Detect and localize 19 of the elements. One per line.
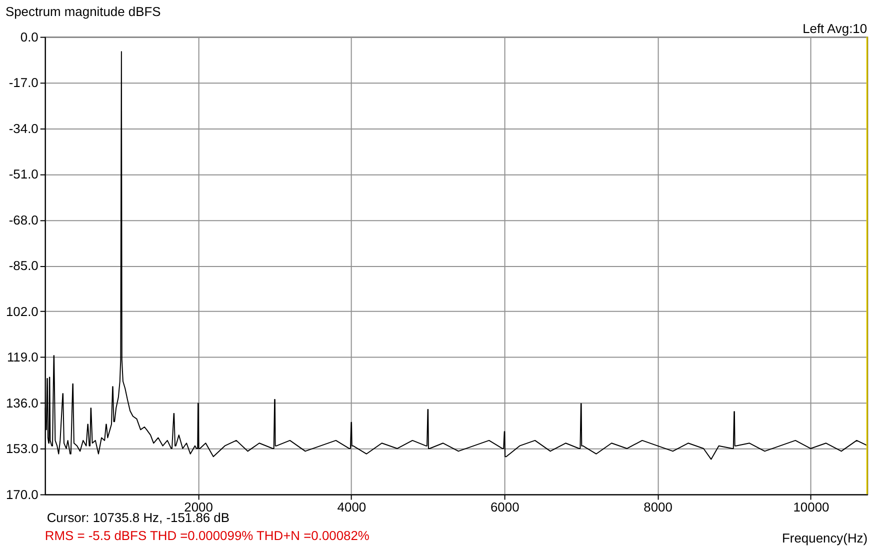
x-axis-title: Frequency(Hz) xyxy=(782,530,868,546)
chart-title: Spectrum magnitude dBFS xyxy=(5,4,162,19)
y-tick-label: -85.0 xyxy=(8,258,38,274)
y-tick-label: 119.0 xyxy=(6,350,38,365)
x-tick-label: 6000 xyxy=(490,500,520,515)
y-tick-label: 136.0 xyxy=(6,395,38,410)
x-tick-label: 4000 xyxy=(337,500,366,515)
text: RMS = -5.5 dBFS THD =0.000099% THD+N =0.00082% xyxy=(44,528,370,544)
y-tick-label: -51.0 xyxy=(8,166,38,182)
y-tick-label: 102.0 xyxy=(6,304,38,319)
y-tick-label: 153.0 xyxy=(6,441,38,456)
y-tick-label: 0.0 xyxy=(20,29,38,44)
y-tick-label: -34.0 xyxy=(8,120,38,136)
y-tick-label: -17.0 xyxy=(8,75,38,90)
x-tick-label: 8000 xyxy=(644,500,672,515)
y-tick-label: 170.0 xyxy=(6,486,38,502)
y-tick-label: -68.0 xyxy=(8,212,38,228)
x-tick-label: 10000 xyxy=(793,500,830,515)
text: Left Avg:10 xyxy=(802,20,868,36)
